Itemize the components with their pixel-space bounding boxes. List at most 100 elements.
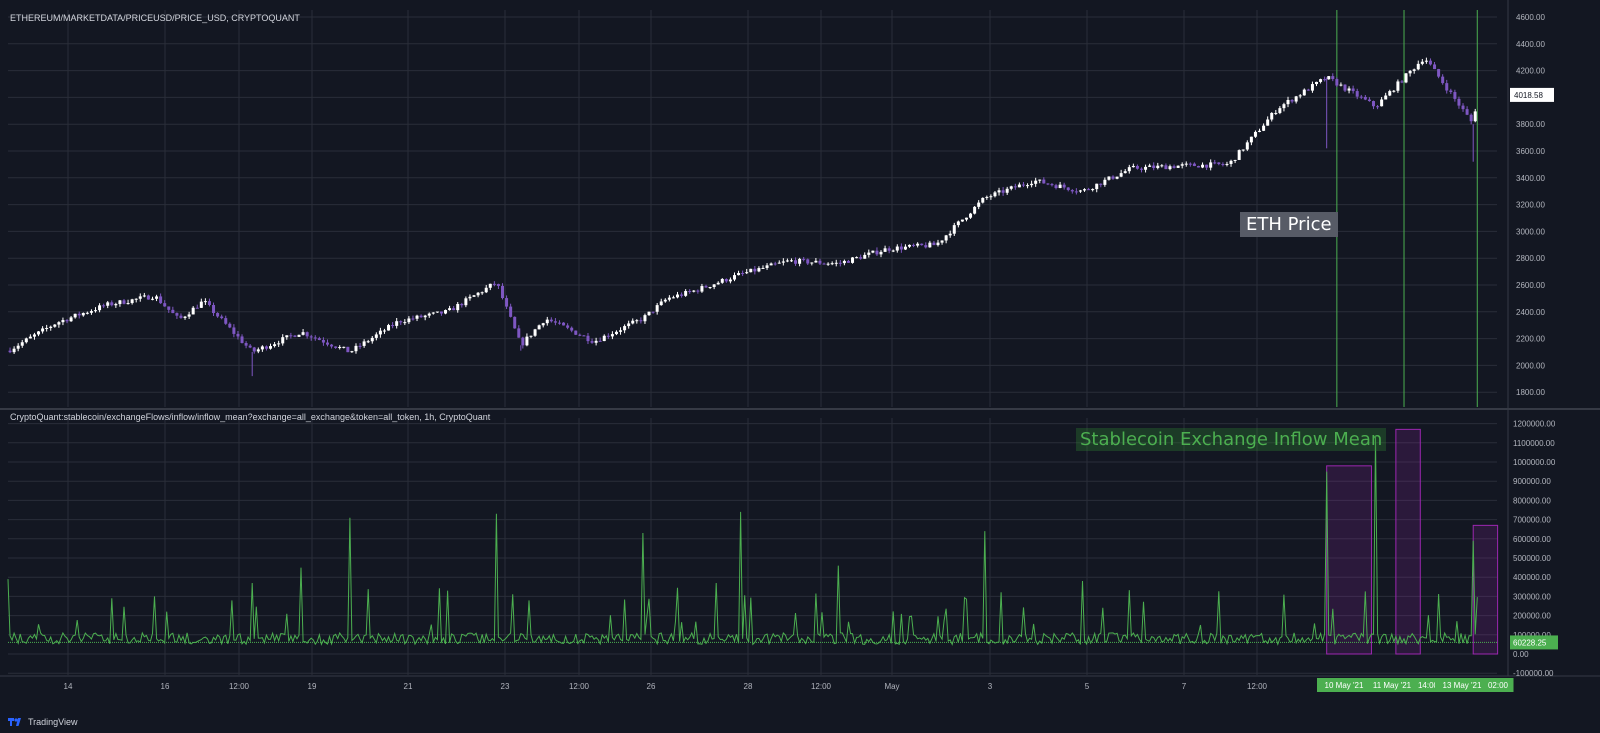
price-candle-body: [81, 313, 85, 316]
price-candle-body: [1355, 91, 1359, 97]
price-candle-body: [118, 300, 122, 305]
price-candle-body: [159, 296, 163, 304]
price-candle-body: [1135, 165, 1139, 169]
inflow-tick-label: 1100000.00: [1513, 439, 1555, 448]
price-candle-body: [525, 336, 529, 346]
price-candle-body: [305, 332, 309, 337]
time-tick-label: 14: [64, 682, 73, 691]
price-last-value-bg: [1510, 87, 1554, 102]
inflow-last-value-bg: [1510, 635, 1558, 650]
price-candle-body: [1339, 84, 1343, 86]
price-candle-body: [1245, 142, 1249, 150]
price-candle-body: [1030, 183, 1034, 186]
price-candle-body: [1233, 159, 1237, 161]
inflow-y-axis[interactable]: 1200000.00 1100000.00 1000000.00 900000.00 8…: [1510, 420, 1558, 679]
price-candle-body: [277, 343, 281, 345]
price-candle-body: [1347, 88, 1351, 91]
price-candle-body: [818, 260, 822, 264]
price-candle-body: [924, 245, 928, 248]
inflow-tick-label: 300000.00: [1513, 592, 1551, 601]
price-candle-body: [639, 320, 643, 322]
price-candle-body: [883, 248, 887, 252]
price-candles: [8, 57, 1477, 377]
price-candle-body: [391, 325, 395, 327]
price-candle-body: [859, 257, 863, 259]
price-candle-body: [1380, 99, 1384, 107]
price-candle-body: [1241, 149, 1245, 151]
price-candle-body: [623, 326, 627, 331]
inflow-annotation[interactable]: Stablecoin Exchange Inflow Mean: [1076, 428, 1387, 451]
price-tick-label: 3400.00: [1516, 174, 1545, 183]
price-candle-body: [1449, 90, 1453, 93]
price-candle-body: [875, 250, 879, 255]
price-candle-body: [529, 335, 533, 337]
price-candle-body: [1070, 190, 1074, 192]
price-candle-body: [749, 268, 753, 273]
time-tick-label: 3: [988, 682, 993, 691]
price-candle-body: [757, 268, 761, 272]
price-candle-body: [680, 294, 684, 296]
price-candle-body: [1266, 119, 1270, 126]
inflow-tick-label: 1200000.00: [1513, 420, 1556, 429]
time-tick-label: 5: [1085, 682, 1090, 691]
price-candle-body: [346, 346, 350, 353]
price-candle-body: [582, 335, 586, 337]
price-candle-body: [1323, 79, 1327, 81]
price-candle-body: [24, 338, 28, 343]
price-candle-body: [1445, 83, 1449, 91]
price-candle-body: [1416, 63, 1420, 70]
price-candle-body: [179, 315, 183, 318]
price-candle-body: [1046, 183, 1050, 185]
price-candle-body: [240, 336, 244, 344]
price-candle-body: [264, 346, 268, 349]
price-candle-body: [1290, 99, 1294, 102]
price-pane-title: ETHEREUM/MARKETDATA/PRICEUSD/PRICE_USD, …: [10, 13, 300, 23]
time-x-axis[interactable]: 14 16 12:00 19 21 23 12:00 26 28 12:00 May 3 5 7 12:00…: [64, 678, 1514, 692]
price-candle-body: [325, 342, 329, 345]
price-candle-body: [761, 267, 765, 269]
inflow-tick-label: 700000.00: [1513, 516, 1551, 525]
price-candle-body: [932, 242, 936, 246]
price-candle-body: [696, 290, 700, 292]
eth-price-annotation[interactable]: ETH Price: [1240, 212, 1338, 237]
price-candle-body: [1258, 130, 1262, 132]
inflow-tick-label: 200000.00: [1513, 612, 1551, 621]
price-candle-body: [798, 258, 802, 264]
price-candle-body: [969, 213, 973, 218]
price-candle-body: [1310, 84, 1314, 91]
price-y-axis[interactable]: 4600.004400.004200.004000.003800.003600.…: [1510, 13, 1554, 397]
event-date-label: 10 May '21: [1325, 681, 1364, 690]
time-tick-label: 16: [161, 682, 170, 691]
price-candle-body: [1188, 163, 1192, 165]
price-tick-label: 1800.00: [1516, 388, 1545, 397]
price-candle-body: [187, 314, 191, 317]
price-candle-body: [948, 233, 952, 236]
tradingview-branding[interactable]: TradingView: [8, 717, 78, 727]
price-candle-body: [220, 316, 224, 319]
price-candle-body: [1184, 163, 1188, 165]
price-candle-body: [773, 263, 777, 265]
price-candle-body: [1209, 162, 1213, 168]
price-candle-body: [855, 257, 859, 259]
price-candle-body: [655, 305, 659, 312]
price-candle-body: [1315, 81, 1319, 85]
price-candle-body: [728, 279, 732, 282]
price-candle-body: [993, 192, 997, 197]
inflow-highlight-box: [1472, 524, 1499, 655]
price-candle-body: [566, 325, 570, 328]
price-candle-body: [1144, 166, 1148, 170]
price-candle-body: [1213, 162, 1217, 164]
price-candle-body: [122, 300, 126, 304]
price-candle-body: [1017, 184, 1021, 188]
price-candle-body: [944, 235, 948, 241]
price-candle-body: [1433, 64, 1437, 70]
time-tick-label: May: [884, 682, 899, 691]
price-candle-body: [350, 351, 354, 353]
price-candle-body: [989, 196, 993, 198]
price-candle-body: [423, 315, 427, 318]
price-candle-body: [175, 313, 179, 316]
price-candle-body: [403, 322, 407, 324]
inflow-tick-label: 1000000.00: [1513, 458, 1556, 467]
price-candle-body: [769, 263, 773, 266]
